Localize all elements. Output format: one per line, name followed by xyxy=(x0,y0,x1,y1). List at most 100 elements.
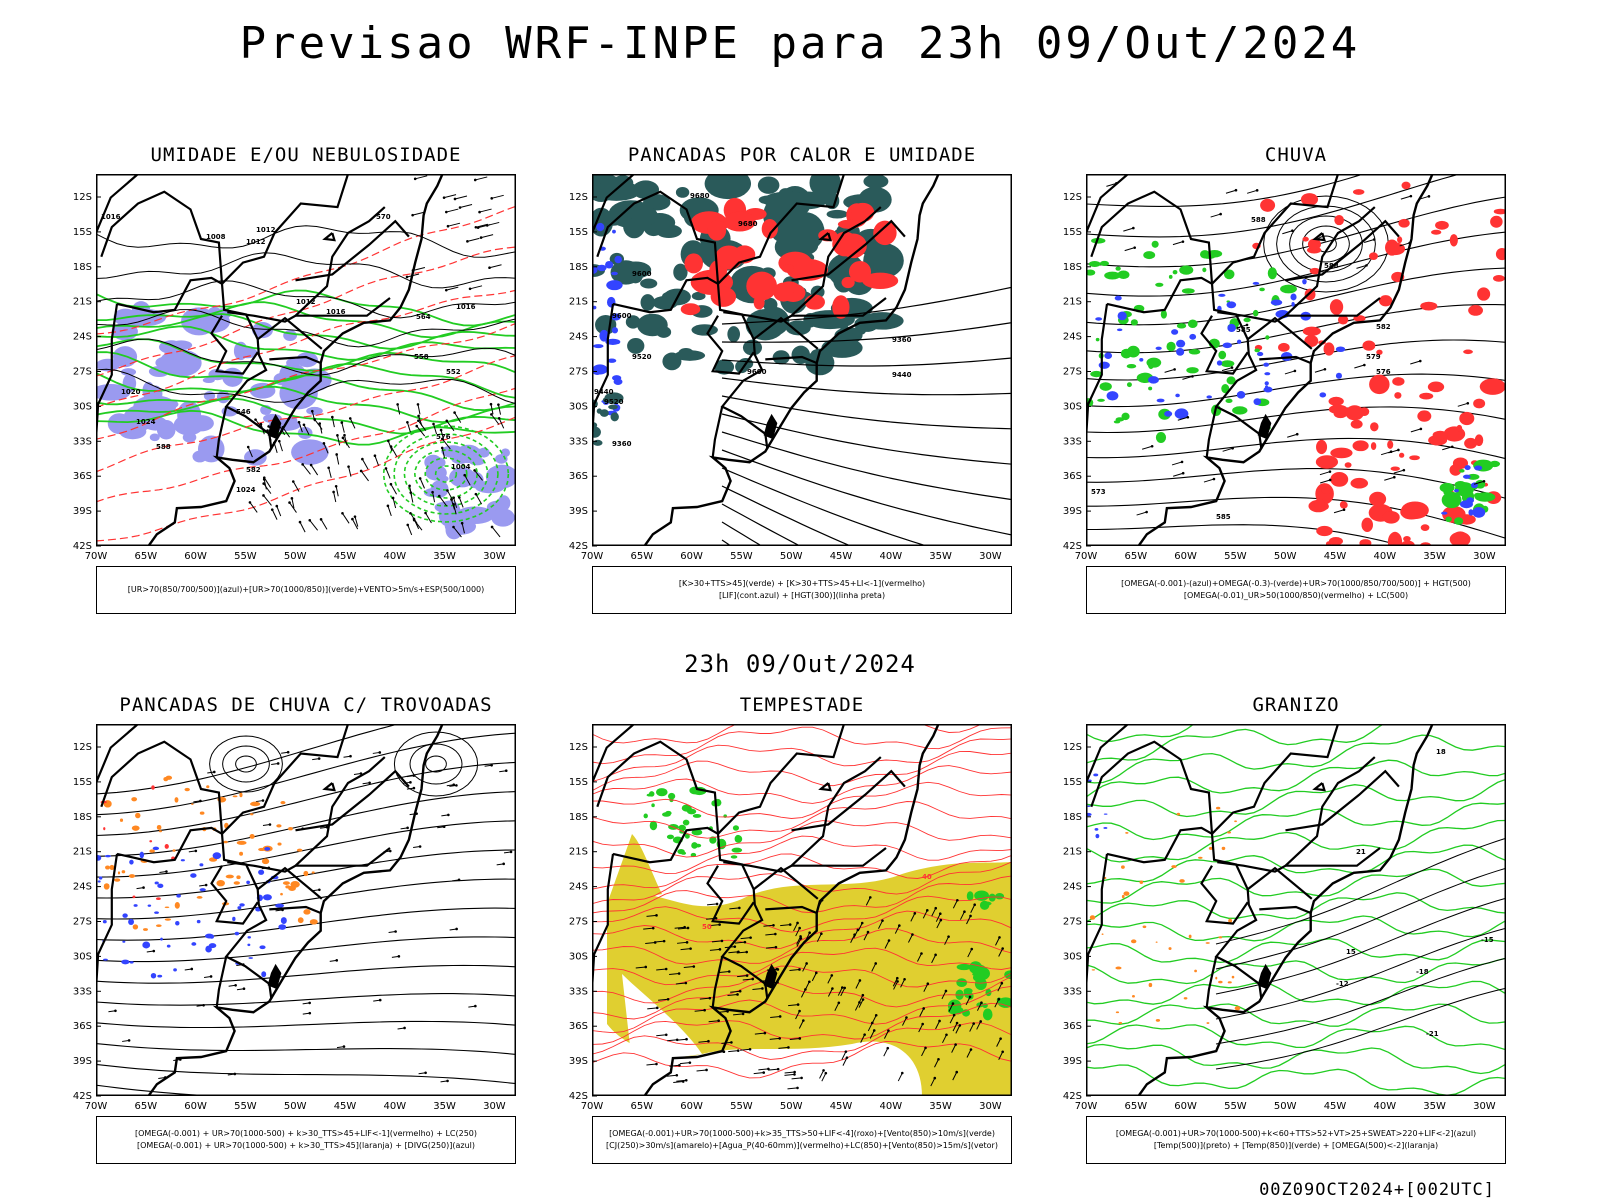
wind-vector xyxy=(291,498,295,509)
shaded-cell xyxy=(625,315,641,329)
vector-head xyxy=(384,467,388,470)
map-tempestade[interactable]: 40 50 12S 15S 18S 21S 24S 27S 30S 33S 36S 39S 42S 70W… xyxy=(569,724,1012,1112)
vector-head xyxy=(715,902,719,906)
shaded-cell xyxy=(128,874,136,878)
wind-vector xyxy=(1287,433,1298,438)
vector-head xyxy=(1372,238,1376,241)
vector-head xyxy=(233,1072,237,1076)
lat-tick-label: 12S xyxy=(569,742,588,753)
state-border xyxy=(765,905,818,915)
shaded-cell xyxy=(157,883,164,888)
contour-line xyxy=(721,467,929,546)
shaded-cell xyxy=(1117,270,1130,279)
wind-vector xyxy=(976,1002,982,1011)
lat-tick-label: 42S xyxy=(1063,1091,1082,1102)
map-umidade[interactable]: 1016 1008 1012 1012 1012 1016 1016 1020 1024 1024… xyxy=(73,174,516,562)
shaded-cell xyxy=(236,875,241,880)
vector-head xyxy=(903,978,906,981)
shaded-cell xyxy=(206,785,210,789)
contour-line xyxy=(1086,174,1365,207)
state-border xyxy=(818,782,832,792)
shaded-cell xyxy=(1473,398,1486,409)
wind-vector xyxy=(897,1072,903,1082)
wind-vector xyxy=(837,987,843,996)
contour-line xyxy=(592,975,1012,1020)
shaded-cell xyxy=(1401,181,1411,190)
contour-line xyxy=(1086,868,1506,904)
wind-vector xyxy=(674,926,685,929)
contour-label: 1016 xyxy=(456,303,476,311)
map-granizo[interactable]: -15 -18 -12 -21 18 15 21 12S 15S 18S 21S 24S 27S 30S 3… xyxy=(1063,724,1506,1112)
contour-line xyxy=(96,724,401,795)
contour-label: 564 xyxy=(416,313,431,321)
lat-tick-label: 12S xyxy=(1063,742,1082,753)
shaded-cell xyxy=(668,792,676,800)
panel-legend: [OMEGA(-0.001)+UR>70(1000-500)+k<60+TTS>… xyxy=(1086,1116,1506,1164)
vector-head xyxy=(412,774,416,777)
vector-head xyxy=(291,480,295,483)
contour-line xyxy=(96,732,516,816)
vector-head xyxy=(973,903,976,907)
contour-line xyxy=(96,301,516,339)
shaded-cell xyxy=(1307,238,1321,251)
vector-head xyxy=(418,845,422,848)
shaded-cell xyxy=(710,286,737,307)
contour-label: 576 xyxy=(1376,368,1391,376)
vector-head xyxy=(502,862,505,866)
wind-vector xyxy=(335,486,339,497)
shaded-cell xyxy=(1335,346,1346,353)
wind-vector xyxy=(390,446,398,457)
state-border xyxy=(711,956,724,1008)
wind-vector xyxy=(740,937,751,940)
wind-vector xyxy=(441,447,446,458)
wind-vector xyxy=(871,1015,877,1024)
shaded-cell xyxy=(1314,498,1325,511)
wind-vector xyxy=(441,438,451,450)
shaded-cell xyxy=(280,917,287,924)
vector-head xyxy=(394,930,397,933)
vector-head xyxy=(473,178,477,182)
contour-line xyxy=(1086,724,1195,743)
shaded-cell xyxy=(1432,430,1448,440)
map-pancadas-trovoadas[interactable]: 12S 15S 18S 21S 24S 27S 30S 33S 36S 39S 42S 70W 65W 6… xyxy=(73,724,516,1112)
shaded-cell xyxy=(164,918,172,921)
contour-line xyxy=(592,726,1012,765)
shaded-cell xyxy=(1259,287,1265,292)
map-pancadas-calor[interactable]: 9680 9680 9600 9600 9520 9440 9520 9600 9360 9440… xyxy=(569,174,1012,562)
contour-line xyxy=(1215,867,1506,970)
contour-line xyxy=(1215,837,1506,945)
contour-label: 1024 xyxy=(136,418,156,426)
wind-vector xyxy=(865,897,871,906)
thickness-red-dashed xyxy=(96,205,516,542)
shaded-cell xyxy=(1106,391,1119,401)
vector-head xyxy=(446,489,449,492)
wind-vector xyxy=(1210,213,1221,218)
shaded-cell xyxy=(1300,193,1319,206)
lon-tick-label: 30W xyxy=(1473,1101,1496,1112)
shaded-cell xyxy=(1115,966,1122,970)
shaded-cell xyxy=(280,892,283,896)
vector-head xyxy=(799,935,802,938)
contour-line xyxy=(96,820,516,878)
shaded-cell xyxy=(1369,374,1390,395)
shaded-cell xyxy=(1206,395,1212,399)
contour-line xyxy=(592,985,1012,1034)
state-border xyxy=(257,316,323,350)
shaded-cell xyxy=(1086,269,1096,276)
shaded-cell xyxy=(1445,516,1452,523)
shaded-cell xyxy=(1172,270,1178,275)
lake xyxy=(267,963,282,990)
state-border xyxy=(706,315,755,375)
vector-head xyxy=(389,482,393,486)
map-chuva[interactable]: 588 588 585 582 579 576 573 585 12S 15S 18S 21S 24S 2… xyxy=(1063,174,1506,562)
shaded-cell xyxy=(121,959,130,965)
wind-vector xyxy=(676,1079,687,1082)
wind-vector xyxy=(719,970,730,973)
vector-head xyxy=(1342,508,1346,512)
shaded-cell xyxy=(604,392,624,404)
wind-vector xyxy=(360,470,369,482)
vector-head xyxy=(874,1013,878,1017)
lon-tick-label: 60W xyxy=(1174,1101,1197,1112)
vector-head xyxy=(262,482,266,485)
lat-tick-label: 24S xyxy=(73,332,92,343)
